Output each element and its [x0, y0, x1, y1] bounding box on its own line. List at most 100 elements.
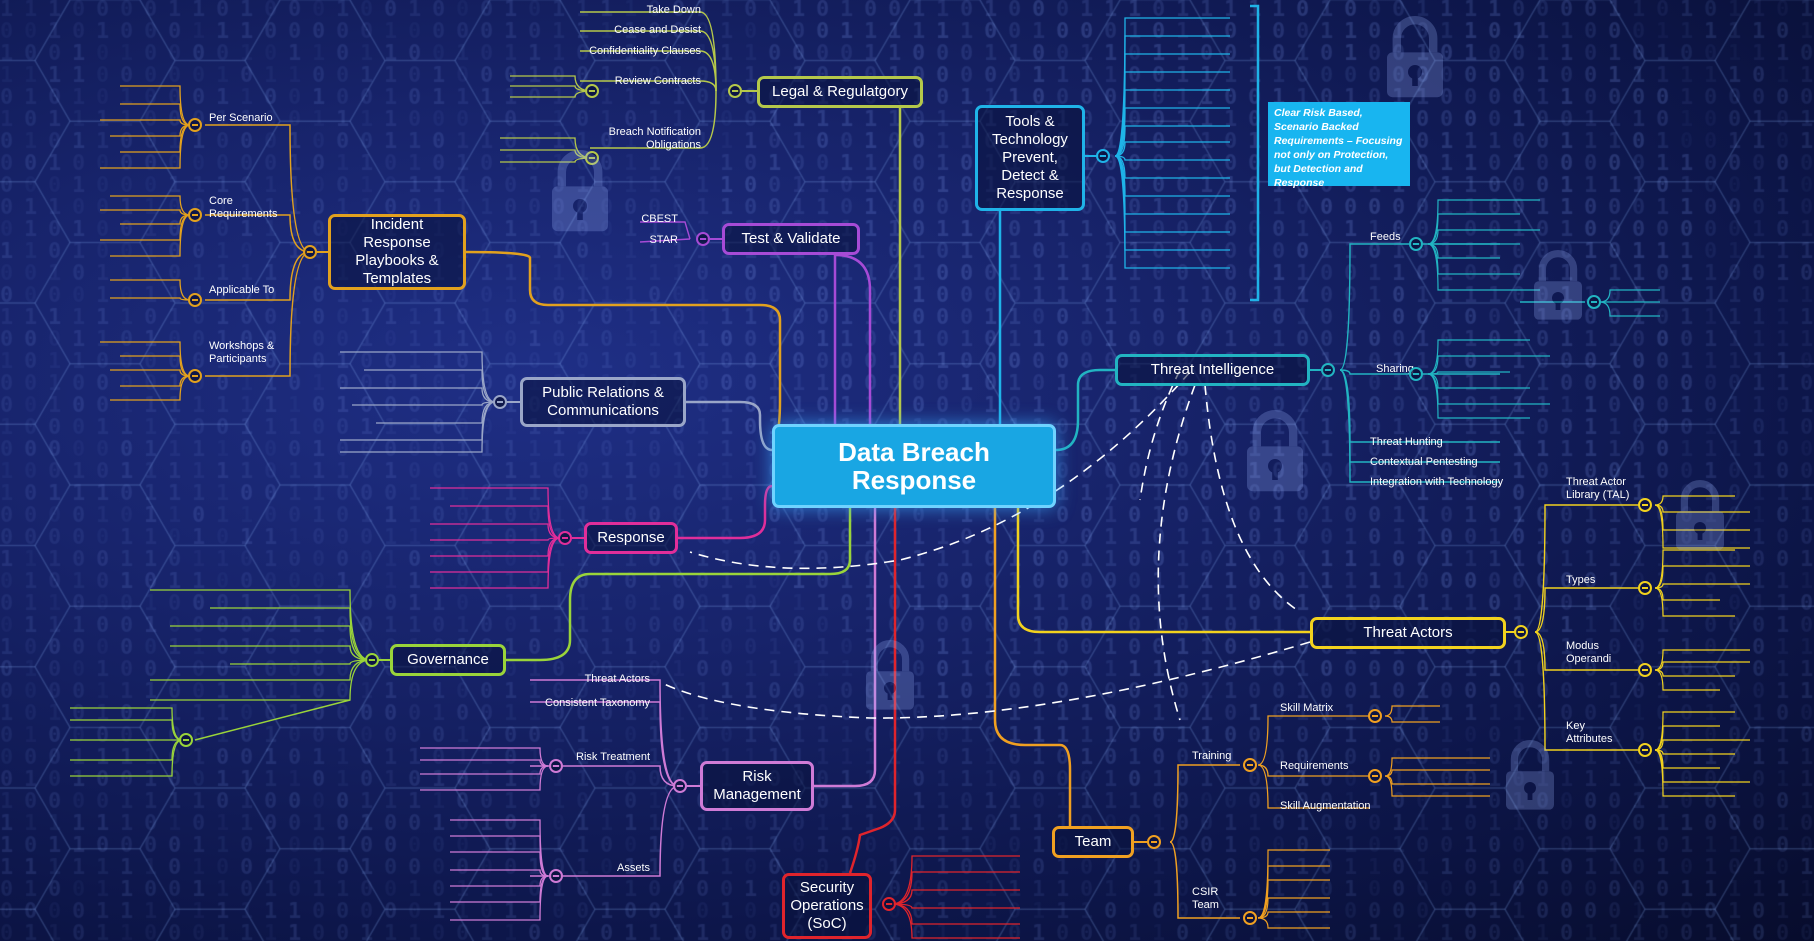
connector-line [1114, 141, 1230, 157]
subtopic-label: Modus Operandi [1566, 640, 1626, 666]
central-topic-node[interactable]: Data Breach Response [772, 424, 1056, 508]
connector-line [450, 819, 549, 877]
subtopic-text: Threat Actor Library (TAL) [1566, 476, 1630, 501]
connector-line [1257, 911, 1330, 919]
collapse-icon[interactable] [549, 759, 563, 773]
collapse-icon[interactable] [1321, 363, 1335, 377]
node-security-operations[interactable]: Security Operations (SoC) [782, 873, 872, 939]
subtopic-label: Skill Augmentation [1280, 800, 1371, 812]
node-tools-technology[interactable]: Tools & Technology Prevent, Detect & Res… [975, 105, 1085, 211]
connector-line [1654, 583, 1750, 589]
connector-line [430, 487, 561, 539]
collapse-icon[interactable] [1368, 769, 1382, 783]
subtopic-label: Core Requirements [209, 195, 289, 221]
connector-line [1257, 917, 1330, 929]
node-threat-intelligence[interactable]: Threat Intelligence [1115, 354, 1310, 386]
connector-line [1114, 107, 1230, 157]
collapse-icon[interactable] [1638, 581, 1652, 595]
collapse-icon[interactable] [188, 208, 202, 222]
node-ir-playbooks[interactable]: Incident Response Playbooks & Templates [328, 214, 466, 290]
node-public-relations[interactable]: Public Relations & Communications [520, 377, 686, 427]
connector-line [1654, 649, 1750, 671]
connector-line [450, 505, 561, 539]
node-label: Risk Management [713, 768, 801, 803]
node-governance[interactable]: Governance [390, 644, 506, 676]
connector-line [110, 214, 191, 257]
node-label: Legal & Regulatgory [772, 83, 908, 100]
collapse-icon[interactable] [188, 369, 202, 383]
lock-icon [545, 150, 615, 239]
connector-line [678, 484, 773, 540]
connector-line [1384, 775, 1490, 785]
connector-line [1114, 155, 1230, 233]
connector-line [1157, 384, 1196, 721]
connector-line [430, 537, 561, 557]
connector-line [1654, 669, 1735, 677]
collapse-icon[interactable] [1147, 835, 1161, 849]
collapse-icon[interactable] [1243, 758, 1257, 772]
collapse-icon[interactable] [549, 869, 563, 883]
connector-line [70, 707, 183, 741]
connector-line [1114, 155, 1230, 251]
node-risk-management[interactable]: Risk Management [700, 761, 814, 811]
node-response[interactable]: Response [584, 522, 678, 554]
connector-line [891, 903, 1020, 909]
collapse-icon[interactable] [493, 395, 507, 409]
lock-icon [1670, 480, 1730, 557]
collapse-icon[interactable] [188, 118, 202, 132]
connector-line [1654, 749, 1735, 797]
connector-line [993, 508, 1072, 826]
collapse-icon[interactable] [1638, 663, 1652, 677]
collapse-icon[interactable] [728, 84, 742, 98]
collapse-icon[interactable] [1587, 295, 1601, 309]
connector-line [1384, 769, 1490, 777]
node-legal-regulatory[interactable]: Legal & Regulatgory [757, 76, 923, 108]
collapse-icon[interactable] [1638, 498, 1652, 512]
subtopic-label: Applicable To [209, 284, 275, 296]
node-team[interactable]: Team [1052, 826, 1134, 858]
connector-line [120, 355, 191, 377]
connector-line [70, 719, 183, 741]
subtopic-label: Contextual Pentesting [1370, 456, 1478, 468]
collapse-icon[interactable] [558, 531, 572, 545]
subtopic-label: STAR [649, 234, 678, 246]
collapse-icon[interactable] [673, 779, 687, 793]
connector-line [120, 124, 191, 153]
collapse-icon[interactable] [1368, 709, 1382, 723]
collapse-icon[interactable] [1409, 237, 1423, 251]
connector-line [1654, 661, 1750, 671]
connector-line [110, 375, 191, 401]
connector-line [659, 641, 1311, 719]
connector-line [1250, 4, 1260, 302]
connector-line [430, 537, 561, 589]
collapse-icon[interactable] [1514, 625, 1528, 639]
connector-line [110, 297, 191, 301]
collapse-icon[interactable] [1409, 367, 1423, 381]
subtopic-text: Workshops & Participants [209, 340, 275, 365]
collapse-icon[interactable] [365, 653, 379, 667]
connector-line [170, 625, 371, 661]
collapse-icon[interactable] [1096, 149, 1110, 163]
collapse-icon[interactable] [1243, 911, 1257, 925]
lock-icon [1240, 410, 1310, 499]
node-test-validate[interactable]: Test & Validate [722, 223, 860, 255]
callout-text: Clear Risk Based, Scenario Backed Requir… [1274, 107, 1403, 189]
connector-line [1534, 587, 1640, 633]
connector-line [150, 659, 371, 681]
connector-line [1427, 373, 1550, 405]
collapse-icon[interactable] [696, 232, 710, 246]
node-threat-actors[interactable]: Threat Actors [1310, 617, 1506, 649]
node-label: Tools & Technology Prevent, Detect & Res… [992, 113, 1068, 202]
collapse-icon[interactable] [585, 151, 599, 165]
connector-line [1384, 705, 1440, 717]
collapse-icon[interactable] [585, 84, 599, 98]
collapse-icon[interactable] [188, 293, 202, 307]
collapse-icon[interactable] [1638, 743, 1652, 757]
collapse-icon[interactable] [179, 733, 193, 747]
connector-line [1427, 243, 1520, 275]
connector-line [1654, 565, 1750, 589]
lock-icon [860, 640, 920, 717]
collapse-icon[interactable] [303, 245, 317, 259]
connector-line [430, 537, 561, 541]
collapse-icon[interactable] [882, 897, 896, 911]
